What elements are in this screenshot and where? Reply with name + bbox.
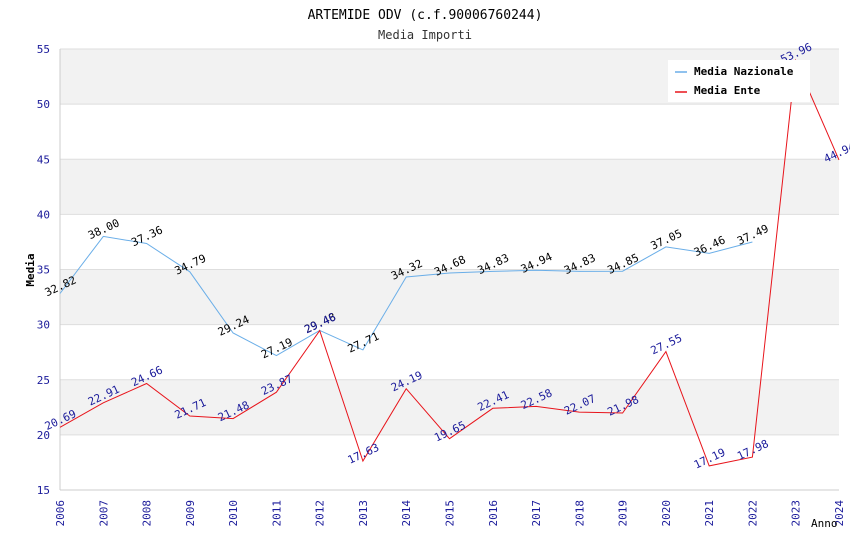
legend-label-nazionale: Media Nazionale bbox=[694, 65, 794, 78]
x-tick-label: 2017 bbox=[530, 500, 543, 527]
chart-title: ARTEMIDE ODV (c.f.90006760244) bbox=[308, 8, 543, 23]
x-tick-label: 2020 bbox=[660, 500, 673, 527]
y-tick-label: 15 bbox=[37, 484, 50, 497]
x-axis-label: Anno bbox=[811, 517, 838, 530]
x-tick-label: 2015 bbox=[444, 500, 457, 527]
plot-band bbox=[60, 214, 839, 270]
x-tick-label: 2022 bbox=[746, 500, 759, 527]
x-tick-label: 2009 bbox=[184, 500, 197, 527]
plot-band bbox=[60, 269, 839, 325]
x-tick-label: 2021 bbox=[703, 500, 716, 527]
legend: Media Nazionale Media Ente bbox=[668, 60, 810, 102]
y-tick-label: 40 bbox=[37, 208, 50, 221]
x-tick-label: 2008 bbox=[141, 500, 154, 527]
y-tick-label: 35 bbox=[37, 264, 50, 277]
x-tick-label: 2010 bbox=[227, 500, 240, 527]
x-tick-label: 2011 bbox=[270, 500, 283, 527]
y-tick-label: 55 bbox=[37, 43, 50, 56]
legend-label-ente: Media Ente bbox=[694, 84, 761, 97]
plot-band bbox=[60, 324, 839, 380]
y-tick-label: 45 bbox=[37, 153, 50, 166]
y-axis-label: Media bbox=[24, 253, 37, 286]
legend-box bbox=[668, 60, 810, 102]
x-tick-label: 2023 bbox=[790, 500, 803, 527]
x-tick-label: 2019 bbox=[617, 500, 630, 527]
plot-band bbox=[60, 379, 839, 435]
x-tick-label: 2006 bbox=[54, 500, 67, 527]
x-tick-label: 2007 bbox=[97, 500, 110, 527]
y-tick-label: 20 bbox=[37, 429, 50, 442]
y-tick-label: 30 bbox=[37, 319, 50, 332]
series-line-ente bbox=[59, 58, 840, 467]
x-tick-label: 2012 bbox=[314, 500, 327, 527]
x-tick-label: 2024 bbox=[833, 500, 846, 527]
chart-subtitle: Media Importi bbox=[378, 28, 472, 42]
tick-labels: 15 20 25 30 35 40 45 50 55 2006 2007 2008 2009 2010 20… bbox=[37, 43, 846, 527]
plot-band bbox=[60, 434, 839, 490]
series-lines bbox=[59, 58, 840, 467]
axes bbox=[59, 49, 839, 491]
plot-band bbox=[60, 104, 839, 160]
plot-band bbox=[60, 159, 839, 215]
x-tick-label: 2013 bbox=[357, 500, 370, 527]
plot-bands bbox=[60, 49, 839, 490]
x-tick-label: 2014 bbox=[400, 500, 413, 527]
y-tick-label: 50 bbox=[37, 98, 50, 111]
x-tick-label: 2018 bbox=[573, 500, 586, 527]
y-tick-label: 25 bbox=[37, 374, 50, 387]
x-tick-label: 2016 bbox=[487, 500, 500, 527]
series-line-nazionale bbox=[59, 235, 753, 357]
